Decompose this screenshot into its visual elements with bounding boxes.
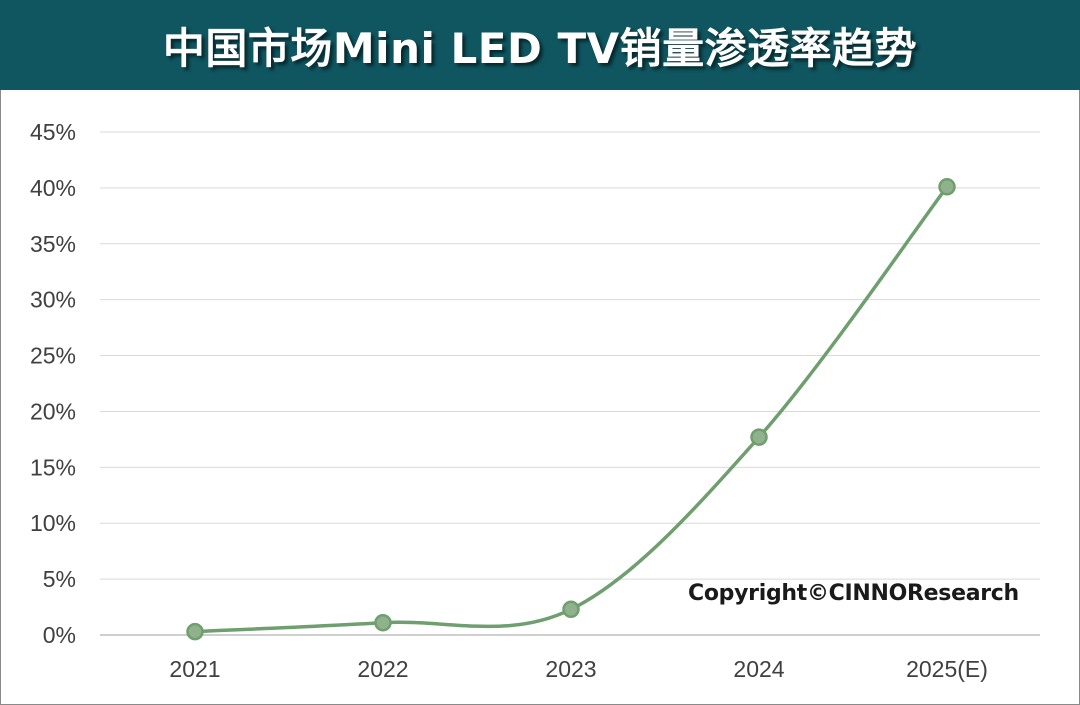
- y-tick-label: 5%: [43, 566, 76, 592]
- y-tick-label: 0%: [43, 622, 76, 648]
- copyright-note: Copyright©CINNOResearch: [688, 581, 1019, 606]
- title-bar: 中国市场Mini LED TV销量渗透率趋势: [0, 0, 1080, 90]
- y-tick-label: 40%: [30, 175, 76, 201]
- y-tick-label: 30%: [30, 287, 76, 313]
- y-tick-label: 10%: [30, 510, 76, 536]
- y-tick-label: 35%: [30, 231, 76, 257]
- data-markers: [186, 178, 956, 641]
- x-tick-label: 2022: [357, 656, 408, 682]
- y-tick-label: 25%: [30, 343, 76, 369]
- y-tick-label: 20%: [30, 398, 76, 424]
- chart-title: 中国市场Mini LED TV销量渗透率趋势: [162, 23, 918, 73]
- y-axis-ticks: 0% 5% 10% 15% 20% 25% 30% 35% 40% 45%: [30, 119, 76, 648]
- data-point: [374, 613, 392, 632]
- data-point: [562, 600, 580, 619]
- data-point: [750, 428, 768, 446]
- x-axis-ticks: 2021 2022 2023 2024 2025(E): [169, 656, 988, 682]
- y-tick-label: 15%: [30, 454, 76, 480]
- x-tick-label: 2025(E): [906, 656, 988, 682]
- data-point: [938, 178, 956, 196]
- x-tick-label: 2023: [545, 656, 596, 682]
- x-tick-label: 2021: [169, 656, 220, 682]
- gridlines: [100, 131, 1040, 636]
- data-point: [186, 622, 204, 641]
- x-tick-label: 2024: [733, 656, 784, 682]
- y-tick-label: 45%: [30, 119, 76, 145]
- series-line: [194, 185, 949, 634]
